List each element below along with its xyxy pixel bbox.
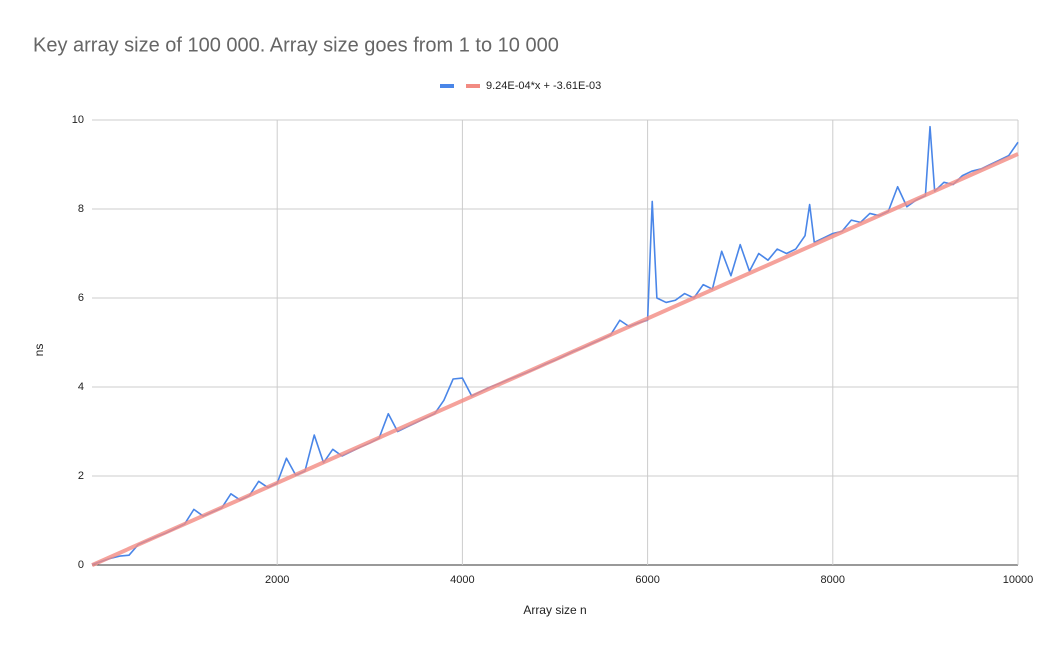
y-tick-label: 8 (78, 203, 84, 215)
x-axis-label: Array size n (523, 603, 586, 617)
x-tick-label: 6000 (635, 574, 659, 586)
legend-label: 9.24E-04*x + -3.61E-03 (486, 80, 601, 92)
y-tick-label: 10 (72, 114, 84, 126)
y-tick-label: 4 (78, 381, 84, 393)
x-tick-label: 4000 (450, 574, 474, 586)
y-tick-label: 6 (78, 292, 84, 304)
chart-title: Key array size of 100 000. Array size go… (33, 34, 559, 56)
x-tick-label: 2000 (265, 574, 289, 586)
y-tick-label: 2 (78, 470, 84, 482)
x-tick-label: 8000 (821, 574, 845, 586)
data-line (91, 125, 1019, 566)
x-tick-label: 10000 (1003, 574, 1034, 586)
y-tick-label: 0 (78, 559, 84, 571)
trendline (91, 152, 1019, 567)
y-axis-label: ns (32, 344, 46, 357)
